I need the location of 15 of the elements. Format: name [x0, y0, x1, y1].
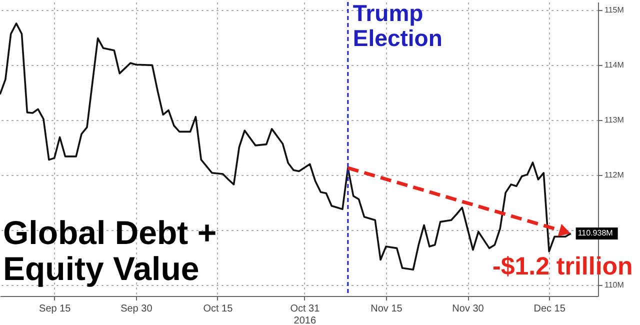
y-tick-label: 115M: [604, 6, 624, 15]
x-tick-label: Sep 30: [120, 304, 153, 314]
x-tick-label: Nov 30: [452, 304, 484, 314]
x-tick-label: Oct 31 2016: [290, 304, 320, 325]
text: Global Debt + Equity Value: [3, 214, 217, 287]
x-tick-label: Nov 15: [370, 304, 403, 314]
y-tick-label: 112M: [604, 170, 624, 180]
y-tick-label: 114M: [604, 60, 624, 70]
x-tick-label: Dec 15: [534, 304, 566, 314]
x-tick-label: Oct 15: [203, 304, 234, 314]
ref-line-label: Trump Election: [352, 0, 442, 51]
y-tick-label: 113M: [604, 116, 624, 125]
y-tick-label: 110M: [604, 280, 624, 290]
data-label: 110.938M: [578, 228, 614, 238]
x-tick-label: Sep 15: [39, 304, 72, 314]
